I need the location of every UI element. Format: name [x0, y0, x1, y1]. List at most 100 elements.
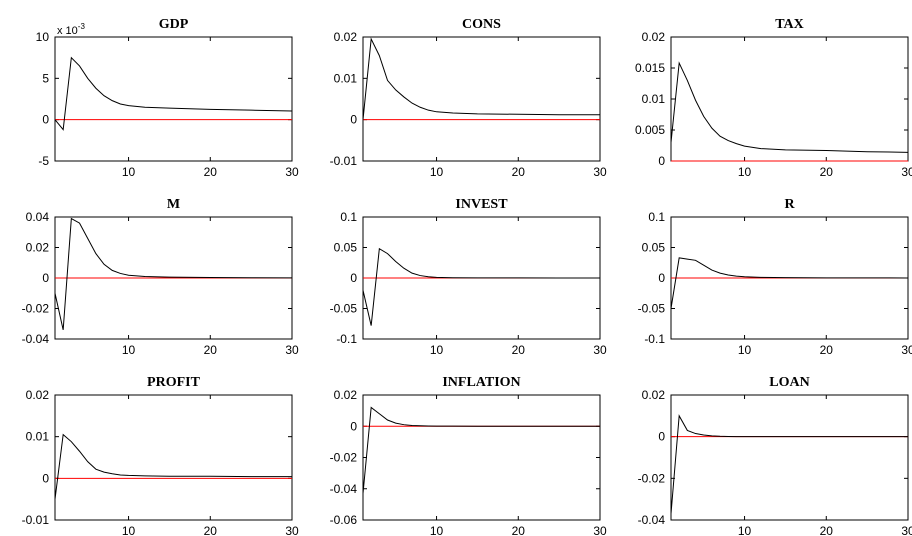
- subplot-title: INVEST: [455, 197, 508, 212]
- x-tick-label: 10: [430, 165, 444, 179]
- y-tick-label: -0.1: [336, 332, 357, 346]
- subplot-loan: LOAN -0.04 -0.02 0 0.02 10 20 30: [638, 375, 912, 536]
- y-tick-label: 0: [42, 271, 49, 285]
- series-line: [362, 406, 600, 494]
- y-tick-label: -0.01: [330, 154, 358, 168]
- subplot-m: M -0.04 -0.02 0 0.02 0.04 10 20 30: [22, 197, 299, 357]
- series-line: [670, 257, 909, 309]
- y-tick-label: -0.01: [22, 513, 50, 527]
- x-tick-label: 30: [901, 165, 912, 179]
- y-tick-label: 0.1: [340, 210, 357, 224]
- x-tick-label: 10: [122, 343, 136, 357]
- y-tick-label: 0.02: [334, 388, 358, 402]
- y-tick-label: -0.05: [638, 302, 666, 316]
- axes-box: [54, 36, 293, 162]
- y-tick-label: 0.05: [642, 241, 666, 255]
- y-tick-label: 0: [350, 419, 357, 433]
- y-tick-label: 0.02: [642, 30, 666, 44]
- series-line: [54, 433, 292, 500]
- y-tick-label: 0: [42, 113, 49, 127]
- x-tick-label: 20: [512, 524, 526, 536]
- axes-box: [670, 394, 909, 521]
- subplot-title: PROFIT: [147, 375, 201, 390]
- y-tick-label: 0: [658, 154, 665, 168]
- x-tick-label: 20: [512, 165, 526, 179]
- x-tick-label: 30: [901, 524, 912, 536]
- x-tick-label: 10: [738, 165, 752, 179]
- x-tick-label: 30: [593, 343, 607, 357]
- y-multiplier-exponent: -3: [78, 22, 86, 31]
- x-tick-label: 20: [204, 524, 218, 536]
- subplot-title: TAX: [775, 17, 804, 32]
- subplot-title: LOAN: [769, 375, 809, 390]
- y-tick-label: -0.02: [330, 451, 358, 465]
- axes-box: [362, 394, 601, 521]
- x-tick-label: 10: [122, 165, 136, 179]
- series-line: [362, 247, 600, 326]
- subplot-gdp: GDP -5 0 5 10 10 20 30 x 10-3: [36, 17, 299, 179]
- y-multiplier-base: x 10: [57, 25, 78, 37]
- series-line: [54, 56, 293, 131]
- y-tick-label: 0: [658, 271, 665, 285]
- y-tick-label: -0.04: [638, 513, 666, 527]
- y-tick-label: 0.01: [642, 92, 666, 106]
- x-tick-label: 20: [204, 165, 218, 179]
- y-multiplier: x 10-3: [57, 22, 85, 37]
- subplot-tax: TAX 0 0.005 0.01 0.015 0.02 10 20 30: [635, 17, 912, 179]
- subplot-title: M: [167, 197, 180, 212]
- x-tick-label: 20: [204, 343, 218, 357]
- subplot-profit: PROFIT -0.01 0 0.01 0.02 10 20 30: [22, 375, 299, 536]
- subplot-title: CONS: [462, 17, 501, 32]
- y-tick-label: -5: [38, 154, 49, 168]
- y-tick-label: 0.01: [26, 430, 50, 444]
- y-tick-label: 10: [36, 30, 50, 44]
- subplot-title: GDP: [159, 17, 189, 32]
- y-tick-label: 0.1: [648, 210, 665, 224]
- axes-box: [54, 394, 293, 521]
- x-tick-label: 10: [122, 524, 136, 536]
- x-tick-label: 10: [430, 524, 444, 536]
- y-tick-label: 0.015: [635, 61, 665, 75]
- y-tick-label: -0.05: [330, 302, 358, 316]
- x-tick-label: 30: [285, 165, 299, 179]
- axes-box: [670, 36, 909, 162]
- y-tick-label: 0: [658, 430, 665, 444]
- y-tick-label: -0.02: [638, 471, 666, 485]
- series-line: [362, 37, 600, 120]
- y-tick-label: 0: [42, 471, 49, 485]
- x-tick-label: 10: [738, 343, 752, 357]
- y-tick-label: 0.02: [26, 388, 50, 402]
- y-tick-label: 0.005: [635, 123, 665, 137]
- x-tick-label: 20: [820, 343, 834, 357]
- x-tick-label: 20: [820, 165, 834, 179]
- x-tick-label: 20: [512, 343, 526, 357]
- axes-box: [362, 36, 601, 162]
- y-tick-label: 0.01: [334, 71, 358, 85]
- y-tick-label: 5: [42, 71, 49, 85]
- subplot-title: R: [784, 197, 795, 212]
- series-line: [670, 414, 908, 514]
- y-tick-label: 0.02: [26, 241, 50, 255]
- y-tick-label: 0.04: [26, 210, 50, 224]
- subplot-invest: INVEST -0.1 -0.05 0 0.05 0.1 10 20 30: [330, 197, 607, 357]
- subplot-inflation: INFLATION -0.06 -0.04 -0.02 0 0.02 10 20 30: [330, 375, 607, 536]
- y-tick-label: -0.04: [330, 482, 358, 496]
- x-tick-label: 30: [593, 165, 607, 179]
- x-tick-label: 30: [285, 343, 299, 357]
- y-tick-label: 0: [350, 113, 357, 127]
- series-line: [670, 61, 909, 153]
- y-tick-label: 0.02: [334, 30, 358, 44]
- y-tick-label: -0.1: [644, 332, 665, 346]
- subplot-title: INFLATION: [442, 375, 520, 390]
- y-tick-label: -0.04: [22, 332, 50, 346]
- y-tick-label: 0.02: [642, 388, 666, 402]
- y-tick-label: -0.02: [22, 302, 50, 316]
- x-tick-label: 30: [285, 524, 299, 536]
- subplot-r: R -0.1 -0.05 0 0.05 0.1 10 20 30: [638, 197, 912, 357]
- x-tick-label: 10: [430, 343, 444, 357]
- subplot-cons: CONS -0.01 0 0.01 0.02 10 20 30: [330, 17, 607, 179]
- x-tick-label: 10: [738, 524, 752, 536]
- y-tick-label: 0: [350, 271, 357, 285]
- x-tick-label: 20: [820, 524, 834, 536]
